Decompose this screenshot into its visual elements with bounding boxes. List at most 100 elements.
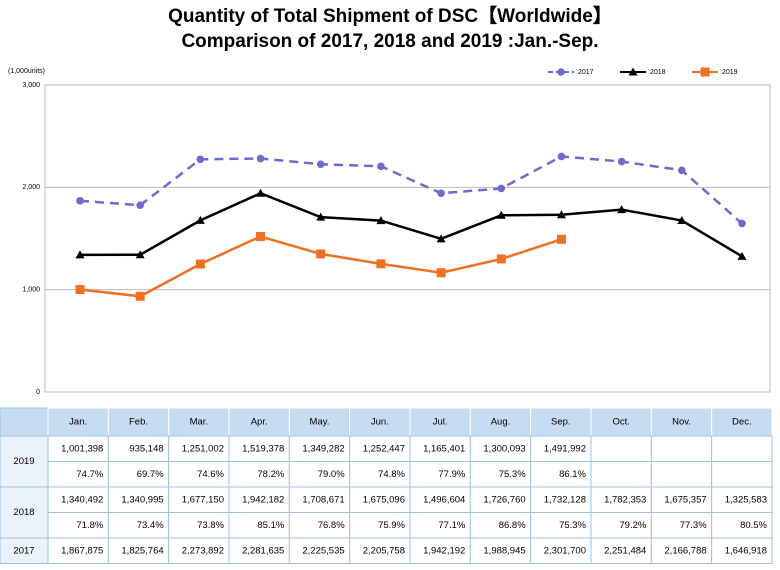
y-tick-label: 2,000 <box>22 184 40 191</box>
value-cell: 2,205,758 <box>363 545 405 556</box>
ratio-cell: 73.4% <box>137 520 164 531</box>
point <box>76 197 84 205</box>
table-cell <box>288 461 351 488</box>
legend-label: 2019 <box>722 69 738 76</box>
legend-marker <box>557 68 565 76</box>
value-cell: 1,519,378 <box>242 443 284 454</box>
ratio-cell: 79.0% <box>318 469 345 480</box>
header-label: Jun. <box>371 417 389 428</box>
value-cell: 1,252,447 <box>363 443 405 454</box>
chart-subtitle: Comparison of 2017, 2018 and 2019 :Jan.-… <box>181 31 598 52</box>
point <box>497 184 506 193</box>
point <box>75 285 85 295</box>
value-cell: 1,675,357 <box>664 494 706 505</box>
table-cell <box>228 435 290 462</box>
value-cell: 1,825,764 <box>121 545 163 556</box>
ratio-cell: 75.9% <box>378 520 405 531</box>
year-label: 2018 <box>13 507 34 518</box>
ratio-cell: 86.1% <box>559 469 586 480</box>
table-cell <box>650 461 713 488</box>
y-tick-label: 3,000 <box>22 82 40 89</box>
header-cell <box>469 407 532 437</box>
table-cell <box>409 512 471 539</box>
point <box>617 205 627 214</box>
point <box>195 215 205 224</box>
value-cell: 1,165,401 <box>423 443 465 454</box>
header-cell <box>590 407 652 437</box>
header-label: Sep. <box>551 417 571 428</box>
value-cell: 2,301,700 <box>544 545 586 556</box>
ratio-cell: 85.1% <box>257 520 284 531</box>
table-cell <box>650 537 713 564</box>
ratio-cell: 73.8% <box>197 520 224 531</box>
point <box>136 201 144 209</box>
value-cell: 1,675,096 <box>363 494 405 505</box>
point <box>135 250 145 259</box>
table-cell <box>590 512 652 539</box>
year-label: 2019 <box>13 456 34 467</box>
table-cell <box>349 537 411 564</box>
header-label: Nov. <box>672 417 691 428</box>
y-tick-label: 0 <box>36 389 40 396</box>
ratio-cell: 74.8% <box>378 469 405 480</box>
ratio-cell: 77.3% <box>680 520 707 531</box>
value-cell: 1,496,604 <box>423 494 465 505</box>
table-cell <box>349 512 411 539</box>
point <box>557 152 566 161</box>
value-cell: 1,942,192 <box>423 545 465 556</box>
value-cell: 1,942,182 <box>242 494 284 505</box>
point <box>256 154 265 163</box>
table-cell <box>168 461 230 488</box>
point <box>196 155 205 164</box>
plot-frame <box>44 84 771 393</box>
point <box>376 216 386 225</box>
value-cell: 1,340,995 <box>121 494 163 505</box>
value-cell: 2,225,535 <box>302 545 344 556</box>
table-cell <box>469 537 532 564</box>
table-cell <box>228 512 290 539</box>
ratio-cell: 69.7% <box>137 469 164 480</box>
ratio-cell: 77.1% <box>438 520 465 531</box>
chart-title: Quantity of Total Shipment of DSC【Worldw… <box>168 4 612 27</box>
table-cell <box>530 435 592 462</box>
point <box>316 160 325 169</box>
header-label: Aug. <box>491 417 511 428</box>
point <box>135 291 145 301</box>
point <box>556 210 566 219</box>
value-cell: 1,001,398 <box>61 443 103 454</box>
value-cell: 1,677,150 <box>182 494 224 505</box>
table-cell <box>107 435 170 462</box>
value-cell: 935,148 <box>129 443 163 454</box>
point <box>316 212 326 221</box>
series-line <box>79 155 743 225</box>
header-label: Mar. <box>190 417 208 428</box>
ratio-cell: 76.8% <box>318 520 345 531</box>
header-cell <box>228 407 290 437</box>
table-cell <box>590 537 652 564</box>
point <box>437 189 445 198</box>
point <box>256 188 266 197</box>
value-cell: 2,166,788 <box>664 545 706 556</box>
value-cell: 1,726,760 <box>483 494 525 505</box>
table-cell <box>469 435 532 462</box>
ratio-cell: 71.8% <box>76 520 103 531</box>
table-cell <box>711 461 773 488</box>
point <box>677 216 687 225</box>
value-cell: 1,349,282 <box>302 443 344 454</box>
legend-marker <box>700 67 710 77</box>
table-cell <box>469 461 532 488</box>
table-cell <box>228 537 290 564</box>
table-cell <box>228 461 290 488</box>
legend-marker <box>628 67 638 76</box>
value-cell: 1,325,583 <box>725 494 767 505</box>
table-cell <box>650 435 713 462</box>
legend-label: 2018 <box>650 69 666 76</box>
table-cell <box>107 537 170 564</box>
value-cell: 1,867,875 <box>61 545 103 556</box>
ratio-cell: 78.2% <box>257 469 284 480</box>
ratio-cell: 79.2% <box>619 520 646 531</box>
header-cell <box>168 407 230 437</box>
table-cell <box>107 512 170 539</box>
table-cell <box>711 537 773 564</box>
